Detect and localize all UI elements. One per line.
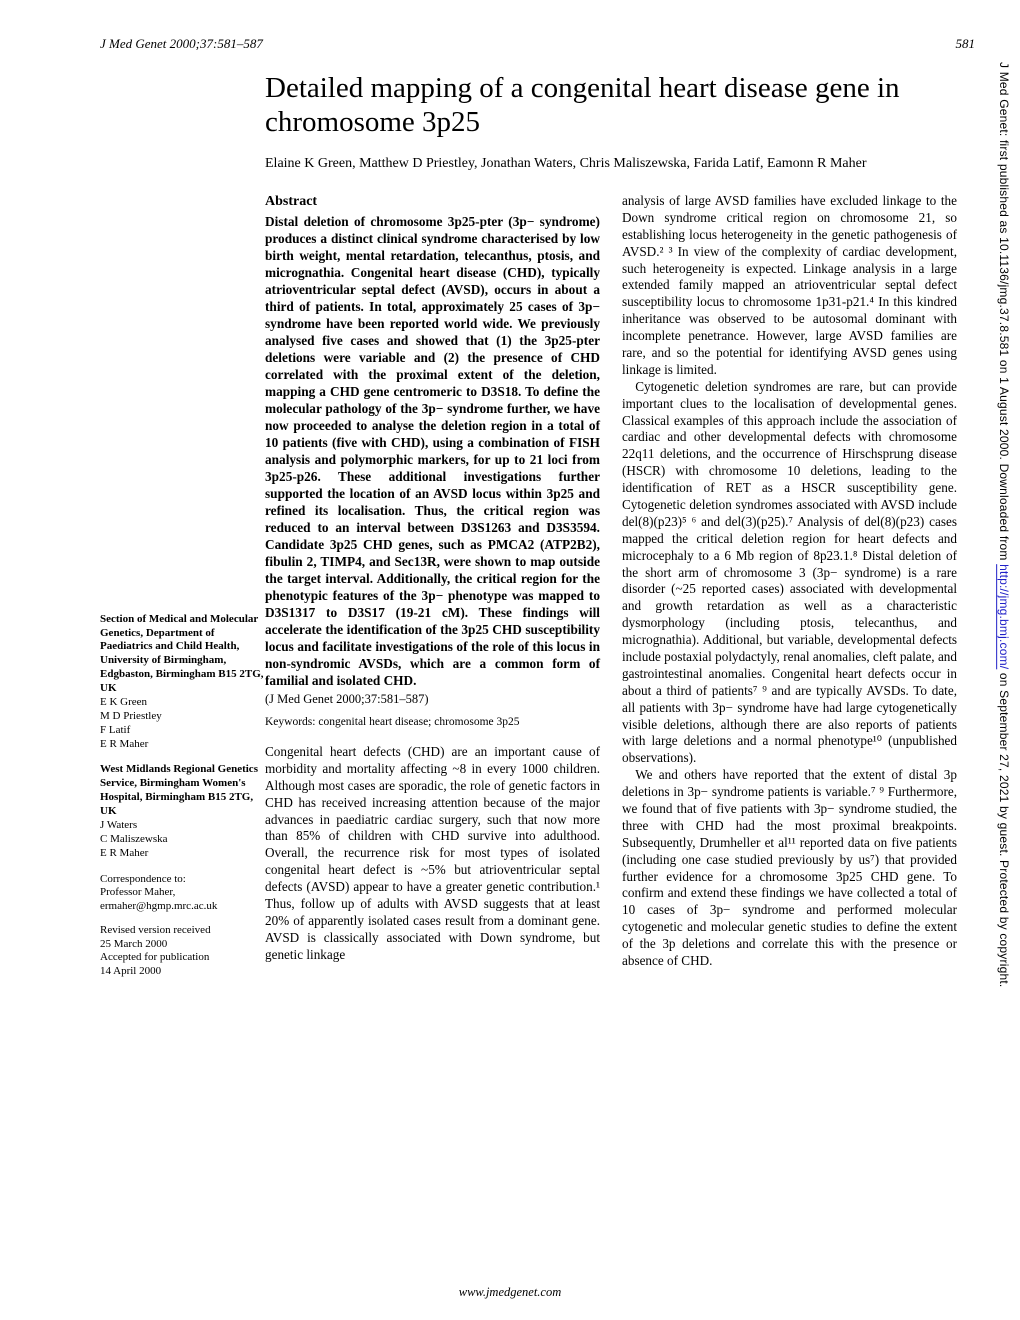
title-block: Detailed mapping of a congenital heart d… — [265, 71, 975, 173]
affiliation-2-names: J Waters C Maliszewska E R Maher — [100, 819, 265, 860]
download-sidemark: J Med Genet: first published as 10.1136/… — [996, 62, 1011, 987]
page-number: 581 — [956, 36, 976, 53]
body-col1: Congenital heart defects (CHD) are an im… — [265, 744, 600, 964]
page-footer: www.jmedgenet.com — [0, 1284, 1020, 1300]
body-paragraph: We and others have reported that the ext… — [622, 767, 957, 970]
article-title: Detailed mapping of a congenital heart d… — [265, 71, 975, 139]
affiliation-1-names: E K Green M D Priestley F Latif E R Mahe… — [100, 696, 265, 751]
affiliations-sidebar: Section of Medical and Molecular Genetic… — [100, 193, 265, 989]
abstract-text: Distal deletion of chromosome 3p25-pter … — [265, 213, 600, 689]
body-paragraph: analysis of large AVSD families have exc… — [622, 193, 957, 379]
abstract-citation: (J Med Genet 2000;37:581–587) — [265, 691, 600, 707]
authors: Elaine K Green, Matthew D Priestley, Jon… — [265, 155, 975, 173]
sidemark-pre: J Med Genet: first published as 10.1136/… — [997, 62, 1011, 564]
body-paragraph: Cytogenetic deletion syndromes are rare,… — [622, 379, 957, 767]
content-area: Section of Medical and Molecular Genetic… — [100, 193, 975, 989]
main-columns: Abstract Distal deletion of chromosome 3… — [265, 193, 957, 989]
header-citation: J Med Genet 2000;37:581–587 — [100, 36, 263, 53]
affiliation-2: West Midlands Regional Genetics Service,… — [100, 763, 265, 818]
running-header: J Med Genet 2000;37:581–587 581 — [100, 36, 975, 53]
sidemark-post: on September 27, 2021 by guest. Protecte… — [997, 669, 1011, 987]
body-paragraph: Congenital heart defects (CHD) are an im… — [265, 744, 600, 964]
column-2: analysis of large AVSD families have exc… — [622, 193, 957, 989]
correspondence: Correspondence to: Professor Maher, erma… — [100, 873, 265, 914]
revision-dates: Revised version received 25 March 2000 A… — [100, 924, 265, 979]
affiliation-1: Section of Medical and Molecular Genetic… — [100, 613, 265, 696]
column-1: Abstract Distal deletion of chromosome 3… — [265, 193, 600, 989]
keywords: Keywords: congenital heart disease; chro… — [265, 715, 600, 730]
sidemark-link[interactable]: http://jmg.bmj.com/ — [997, 564, 1011, 669]
abstract-heading: Abstract — [265, 193, 600, 211]
